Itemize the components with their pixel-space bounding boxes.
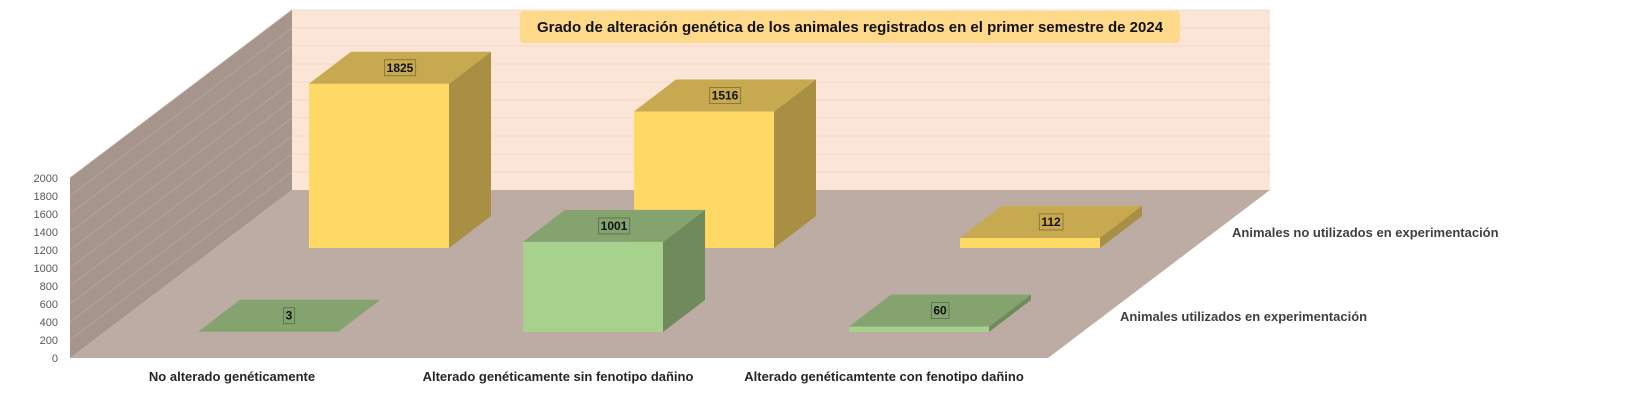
- bar-group: 3: [198, 299, 380, 332]
- bar-data-label: 60: [933, 304, 947, 318]
- bar-data-label: 112: [1041, 215, 1061, 229]
- chart-title: Grado de alteración genética de los anim…: [537, 19, 1164, 36]
- y-tick-label: 0: [52, 353, 58, 365]
- y-tick-label: 1000: [34, 263, 58, 275]
- bar-group: 112: [960, 205, 1142, 248]
- y-axis: 0 200 400 600 800 1000 1200 1400 1600 1800 2000: [34, 173, 58, 365]
- bar-data-label: 3: [286, 309, 293, 323]
- series-label: Animales utilizados en experimentación: [1120, 309, 1367, 324]
- gridline-side: [69, 9, 293, 179]
- x-axis-categories: No alterado genéticamente Alterado genéti…: [149, 369, 1024, 384]
- x-category-label: Alterado genéticamtente con fenotipo dañ…: [744, 369, 1024, 384]
- x-category-label: No alterado genéticamente: [149, 369, 315, 384]
- bar-data-label-box: [930, 302, 950, 320]
- y-tick-label: 1600: [34, 209, 58, 221]
- bar-top-face: [849, 294, 1031, 327]
- bar-side-face: [449, 51, 491, 248]
- gridline-side: [69, 63, 293, 233]
- bar-side-face: [774, 79, 816, 248]
- bar-data-label-box: [384, 59, 417, 77]
- gridline-side: [69, 153, 293, 323]
- y-tick-label: 2000: [34, 173, 58, 185]
- bar-side-face: [989, 294, 1031, 332]
- y-tick-label: 1200: [34, 245, 58, 257]
- gridline-side: [69, 117, 293, 287]
- bar-top-face: [634, 79, 816, 112]
- bar-front-face: [849, 326, 989, 332]
- x-category-label: Alterado genéticamente sin fenotipo dañi…: [423, 369, 694, 384]
- bar-front-face: [960, 237, 1100, 248]
- series-axis-labels: Animales utilizados en experimentación An…: [1120, 225, 1499, 324]
- bar-group: 1825: [309, 51, 491, 248]
- bar-data-label-box: [709, 87, 742, 104]
- bar-data-label-box: [598, 217, 631, 235]
- gridline-side: [69, 99, 293, 269]
- bar-side-face: [338, 299, 380, 332]
- bar-data-label: 1825: [387, 61, 414, 75]
- bar-group: 1001: [523, 209, 705, 332]
- y-tick-label: 1400: [34, 227, 58, 239]
- bar-front-face: [309, 83, 449, 248]
- bar-top-face: [960, 205, 1142, 238]
- bar-group: 60: [849, 294, 1031, 332]
- gridline-side: [69, 171, 293, 341]
- bar-front-face: [523, 241, 663, 332]
- y-tick-label: 800: [40, 281, 58, 293]
- bar-data-label-box: [283, 307, 296, 325]
- y-tick-label: 400: [40, 317, 58, 329]
- gridline-side: [69, 27, 293, 197]
- bar-top-face: [198, 299, 380, 332]
- chart-bars: 1825 1516 112 3 1001 60: [198, 51, 1142, 332]
- gridline-side: [69, 81, 293, 251]
- gridline-side: [69, 135, 293, 305]
- bar-side-face: [1100, 205, 1142, 248]
- y-tick-label: 600: [40, 299, 58, 311]
- bar-data-label-box: [1038, 213, 1064, 231]
- bar-data-label: 1516: [712, 89, 739, 103]
- bar-top-face: [523, 209, 705, 242]
- chart-title-group: Grado de alteración genética de los anim…: [520, 11, 1180, 43]
- y-tick-label: 200: [40, 335, 58, 347]
- bar-top-face: [309, 51, 491, 84]
- y-tick-label: 1800: [34, 191, 58, 203]
- chart-title-box: [520, 11, 1180, 43]
- gridline-side: [69, 45, 293, 215]
- bar-data-label: 1001: [601, 219, 628, 233]
- series-label: Animales no utilizados en experimentació…: [1232, 225, 1499, 240]
- bar-side-face: [663, 209, 705, 332]
- bar-group: 1516: [634, 79, 816, 248]
